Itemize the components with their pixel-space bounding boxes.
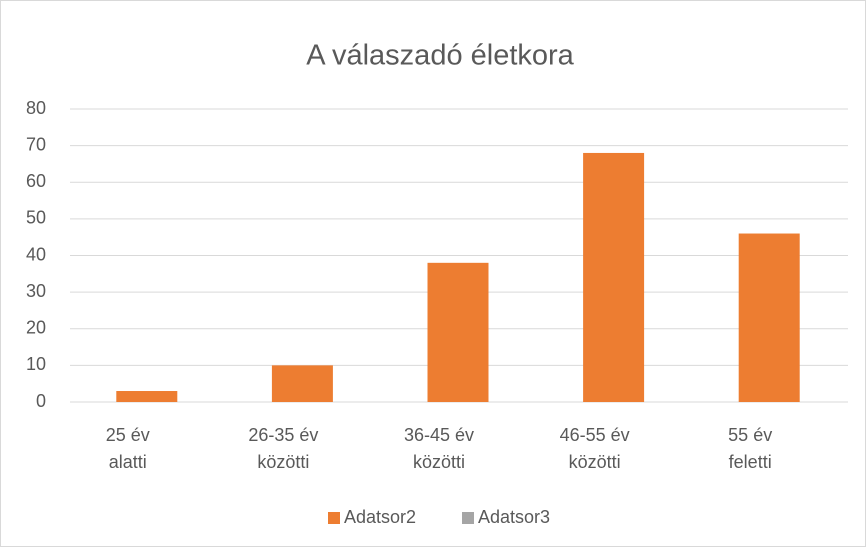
bar [738,233,800,402]
y-tick-label: 80 [26,98,46,118]
y-tick-label: 0 [36,391,46,411]
bar [583,152,645,402]
legend-swatch [462,512,474,524]
bar [116,391,178,402]
x-tick-label: 25 év alatti [106,425,150,472]
x-tick-label: 36-45 év közötti [404,425,474,472]
x-tick-label: 55 év feletti [728,425,772,472]
bar [427,262,489,402]
x-tick-label: 46-55 év közötti [560,425,630,472]
legend-label: Adatsor3 [478,507,550,527]
y-tick-label: 30 [26,281,46,301]
x-tick-label: 26-35 év közötti [248,425,318,472]
y-tick-label: 60 [26,171,46,191]
y-tick-label: 20 [26,318,46,338]
y-tick-label: 10 [26,354,46,374]
legend-swatch [328,512,340,524]
y-tick-label: 50 [26,208,46,228]
chart-title: A válaszadó életkora [306,40,574,72]
y-tick-label: 70 [26,134,46,154]
y-tick-label: 40 [26,244,46,264]
bar [271,365,333,402]
legend-label: Adatsor2 [344,507,416,527]
